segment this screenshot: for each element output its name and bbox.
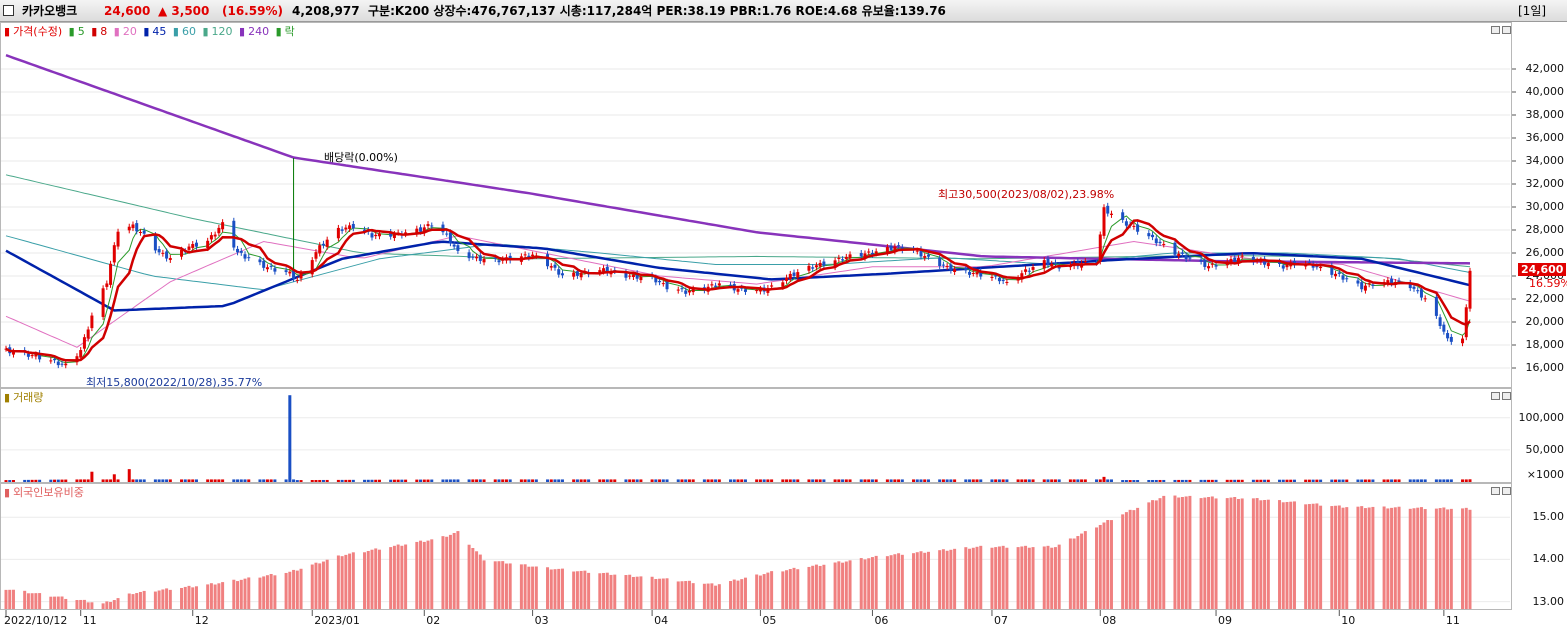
legend-ma5: 5 [77,25,85,38]
low-annotation: 최저15,800(2022/10/28),35.77% [86,376,263,389]
x-tick-label: 07 [993,614,1008,627]
price-tick-label: 26,000 [1525,246,1565,259]
checkbox[interactable] [3,5,14,16]
stock-header: 카카오뱅크 24,600 ▲ 3,500 (16.59%) 4,208,977 … [0,0,1567,22]
foreign-tick-label: 15.00 [1532,510,1565,524]
foreign-minimize-button[interactable] [1491,487,1500,495]
x-tick-label: 05 [762,614,777,627]
volume-legend: ▮ 거래량 [4,391,44,404]
foreign-legend-label: 외국인보유비중 [13,486,84,499]
current-pct-tag: 16.59% [1529,277,1567,290]
volume-tick-label: 50,000 [1525,442,1565,456]
volume-pane [0,388,1512,483]
pane-close-button[interactable] [1502,26,1511,34]
price-tick-label: 30,000 [1525,200,1565,213]
legend-ma8: 8 [100,25,108,38]
dividend-annotation: 배당락(0.00%) [324,151,398,164]
volume-unit-label: ×1000 [1526,468,1564,481]
price-tick-label: 40,000 [1525,85,1565,98]
x-tick-label: 09 [1218,614,1233,627]
price-tick-label: 20,000 [1525,315,1565,328]
x-tick-label: 04 [654,614,669,627]
pane-minimize-button[interactable] [1491,26,1500,34]
x-tick-label: 08 [1102,614,1117,627]
volume-axis: 100,000 50,000 ×1000 [1512,388,1567,483]
x-tick-label: 06 [874,614,889,627]
price-tick-label: 42,000 [1525,62,1565,75]
x-tick-label: 03 [534,614,549,627]
x-tick-label: 12 [194,614,209,627]
price-tick-label: 16,000 [1525,361,1565,374]
change-percent: (16.59%) [222,4,283,18]
legend-ma20: 20 [122,25,137,38]
volume-value: 4,208,977 [292,4,360,18]
foreign-legend: ▮ 외국인보유비중 [4,486,84,499]
stock-info: 구분:K200 상장수:476,767,137 시총:117,284억 PER:… [368,4,946,18]
foreign-tick-label: 14.00 [1532,552,1565,566]
volume-close-button[interactable] [1502,392,1511,400]
legend-drop: 락 [284,25,295,38]
current-price-tag: 24,600 [1518,263,1567,276]
x-tick-label: 2022/10/12 [4,614,68,627]
price-tick-label: 28,000 [1525,223,1565,236]
period-selector[interactable]: [1일] [1518,4,1547,18]
price-tick-label: 38,000 [1525,108,1565,121]
x-tick-label: 10 [1341,614,1356,627]
price-tick-label: 36,000 [1525,131,1565,144]
price-legend: ▮ 가격(수정) ▮ 5 ▮ 8 ▮ 20 ▮ 45 ▮ 60 ▮ 120 ▮ 240 ▮ 락 [4,25,295,38]
foreign-pane [0,483,1512,610]
price-tick-label: 22,000 [1525,292,1565,305]
volume-legend-label: 거래량 [13,391,44,404]
price-change: ▲ 3,500 [158,4,210,18]
volume-tick-label: 100,000 [1518,410,1565,424]
x-tick-label: 2023/01 [314,614,360,627]
volume-minimize-button[interactable] [1491,392,1500,400]
price-tick-label: 32,000 [1525,177,1565,190]
legend-ma60: 60 [181,25,196,38]
price-tick-label: 34,000 [1525,154,1565,167]
x-tick-label: 11 [82,614,97,627]
price-tick-label: 18,000 [1525,338,1565,351]
legend-price: 가격(수정) [13,25,63,38]
legend-ma120: 120 [211,25,233,38]
stock-name: 카카오뱅크 [22,4,78,18]
price-pane [0,22,1512,388]
price-axis: 42,000 40,000 38,000 36,000 34,000 32,000 30,0… [1512,22,1567,388]
high-annotation: 최고30,500(2023/08/02),23.98% [938,188,1115,201]
x-tick-label: 11 [1445,614,1460,627]
legend-ma240: 240 [248,25,270,38]
foreign-axis: 15.00 14.00 13.00 [1512,483,1567,610]
foreign-close-button[interactable] [1502,487,1511,495]
foreign-tick-label: 13.00 [1532,594,1565,608]
current-price: 24,600 [104,4,151,18]
x-tick-label: 02 [426,614,441,627]
legend-ma45: 45 [152,25,167,38]
